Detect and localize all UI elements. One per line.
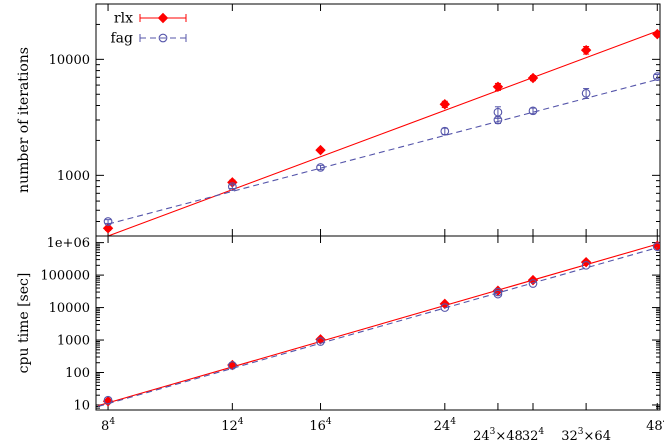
legend-label-rlx: rlx	[114, 11, 133, 27]
plot-frame	[95, 235, 661, 411]
data-point-rlx	[439, 99, 451, 110]
data-point-rlx	[580, 44, 592, 56]
data-point-rlx	[580, 256, 592, 268]
y-tick-label: 1e+06	[47, 236, 90, 251]
data-point-rlx	[315, 144, 326, 156]
data-point-rlx	[527, 72, 539, 84]
y-tick-label: 10	[73, 398, 90, 413]
y-tick-label: 100000	[40, 269, 90, 284]
data-point-fag	[528, 106, 538, 116]
x-tick-label: 324	[522, 427, 545, 441]
data-point-fag	[316, 337, 325, 346]
cpu-time-panel: 10 100 1000 10000 100000 1e+06 cpu time [sec]	[16, 235, 661, 413]
data-point-fag	[528, 279, 538, 288]
x-tick-label: 84	[101, 417, 115, 434]
y-tick-label: 10000	[49, 53, 90, 68]
data-point-fag	[316, 163, 325, 172]
fit-line-rlx	[98, 243, 658, 407]
fit-line-fag	[98, 247, 658, 407]
data-point-fag	[227, 361, 237, 370]
plot-area	[102, 28, 660, 236]
fit-line-rlx	[107, 30, 658, 236]
data-point-rlx	[157, 12, 169, 24]
data-point-fag	[581, 88, 591, 98]
data-point-fag	[440, 126, 450, 136]
x-tick-label: 484	[646, 417, 664, 434]
plot-frame	[95, 3, 661, 237]
data-point-fag	[103, 395, 113, 405]
y-tick-label: 1000	[57, 169, 90, 184]
y-axis-title: cpu time [sec]	[16, 273, 32, 374]
data-point-fag	[493, 107, 503, 117]
data-point-fag	[440, 303, 450, 312]
x-tick-label: 164	[309, 417, 332, 434]
x-tick-label: 124	[221, 417, 244, 434]
data-point-rlx	[102, 223, 114, 234]
data-point-rlx	[652, 28, 660, 40]
y-tick-label: 100	[65, 366, 90, 381]
data-point-fag	[227, 182, 237, 191]
x-tick-label: 243×48	[473, 427, 523, 441]
legend: rlx fag	[111, 11, 187, 47]
data-point-fag	[103, 217, 113, 226]
data-point-fag	[652, 72, 660, 81]
data-point-fag	[158, 33, 168, 43]
legend-label-fag: fag	[111, 31, 134, 47]
y-tick-label: 10000	[49, 301, 90, 316]
x-tick-label: 244	[434, 417, 457, 434]
data-point-fag	[493, 287, 503, 297]
fit-line-fag	[107, 78, 658, 225]
x-tick-label: 323×64	[561, 427, 611, 441]
iterations-panel: 1000 10000 number of iterations	[16, 3, 661, 237]
data-point-fag	[581, 260, 591, 270]
data-point-rlx	[492, 81, 504, 92]
plot-area	[98, 240, 660, 407]
y-axis-title: number of iterations	[16, 47, 32, 193]
data-point-fag	[652, 242, 660, 252]
y-tick-label: 1000	[57, 334, 90, 349]
